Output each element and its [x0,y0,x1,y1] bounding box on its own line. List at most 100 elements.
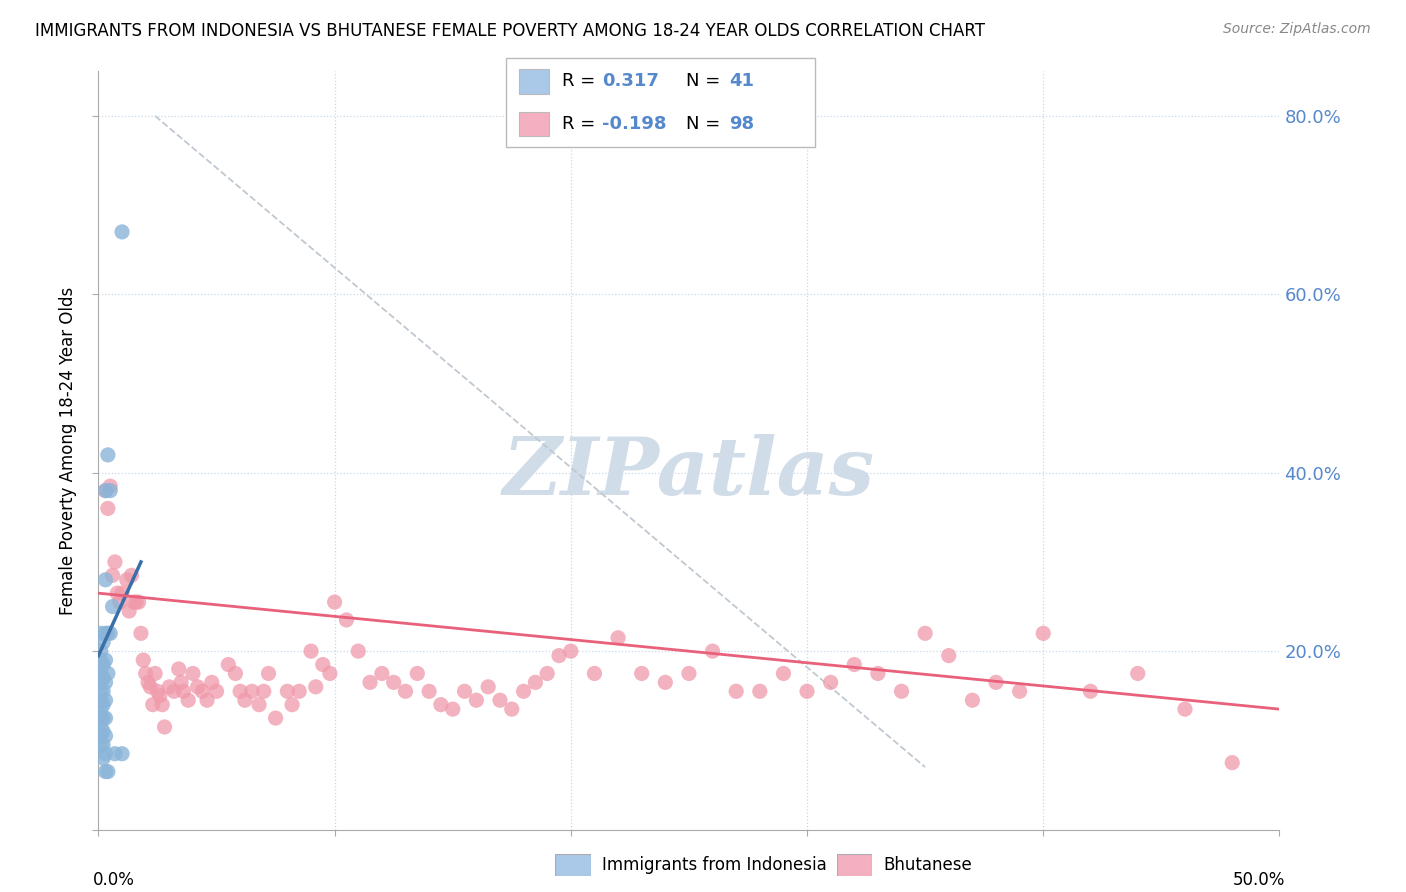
Point [172,684,194,698]
Point [276,684,298,698]
Point [1126,666,1149,681]
FancyBboxPatch shape [506,58,815,147]
Point [91,698,114,712]
Text: -0.198: -0.198 [602,115,666,133]
Point [630,666,652,681]
Point [371,666,394,681]
Point [101,599,124,614]
Point [305,680,328,694]
Point [157,680,180,694]
Point [118,604,141,618]
Point [91,657,114,672]
Point [90,702,112,716]
Point [430,698,453,712]
Point [129,626,152,640]
Point [772,666,794,681]
Point [97,626,120,640]
Point [98,626,121,640]
Point [177,693,200,707]
Point [94,626,117,640]
Point [233,693,256,707]
Point [97,764,120,779]
Point [1080,684,1102,698]
Point [142,698,165,712]
Point [195,693,218,707]
Point [115,573,138,587]
Point [347,644,370,658]
Point [191,684,214,698]
Point [512,684,534,698]
Point [94,747,117,761]
Point [1008,684,1031,698]
Point [143,666,166,681]
Text: 0.0%: 0.0% [93,871,135,889]
Point [548,648,571,663]
Point [844,657,866,672]
Point [122,595,145,609]
Point [111,747,134,761]
Point [90,684,112,698]
Point [201,675,224,690]
Text: N =: N = [686,72,725,90]
Text: 0.317: 0.317 [602,72,659,90]
Point [247,698,270,712]
Point [90,738,112,752]
Point [536,666,558,681]
Text: 50.0%: 50.0% [1233,871,1285,889]
Point [394,684,416,698]
Point [111,586,134,600]
Point [187,680,209,694]
Point [914,626,936,640]
Point [1220,756,1243,770]
Point [382,675,405,690]
Point [224,666,246,681]
Point [163,684,186,698]
Y-axis label: Female Poverty Among 18-24 Year Olds: Female Poverty Among 18-24 Year Olds [59,286,77,615]
Point [217,657,239,672]
Point [139,680,162,694]
Text: ZIPatlas: ZIPatlas [503,434,875,512]
Point [125,595,148,609]
Point [149,689,172,703]
Point [406,666,429,681]
Point [240,684,263,698]
Point [501,702,523,716]
Point [281,698,304,712]
Point [150,698,173,712]
Point [796,684,818,698]
Point [94,483,117,498]
Point [524,675,547,690]
Point [97,666,120,681]
Point [91,711,114,725]
Point [90,693,112,707]
Point [104,747,127,761]
Point [299,644,322,658]
Point [820,675,842,690]
Point [94,729,117,743]
Point [938,648,960,663]
Point [90,675,112,690]
Point [94,483,117,498]
Text: Immigrants from Indonesia: Immigrants from Indonesia [602,856,827,874]
Point [264,711,287,725]
Point [748,684,770,698]
Point [90,653,112,667]
Point [90,711,112,725]
Point [90,626,112,640]
Point [104,555,127,569]
Point [105,586,128,600]
Point [583,666,606,681]
Point [418,684,440,698]
Point [312,657,335,672]
Point [359,675,381,690]
Point [90,720,112,734]
Point [91,738,114,752]
Point [90,729,112,743]
Point [702,644,724,658]
Point [170,675,193,690]
Text: IMMIGRANTS FROM INDONESIA VS BHUTANESE FEMALE POVERTY AMONG 18-24 YEAR OLDS CORR: IMMIGRANTS FROM INDONESIA VS BHUTANESE F… [35,22,986,40]
Point [94,675,117,690]
Bar [519,69,550,94]
Text: 41: 41 [728,72,754,90]
Text: 98: 98 [728,115,754,133]
